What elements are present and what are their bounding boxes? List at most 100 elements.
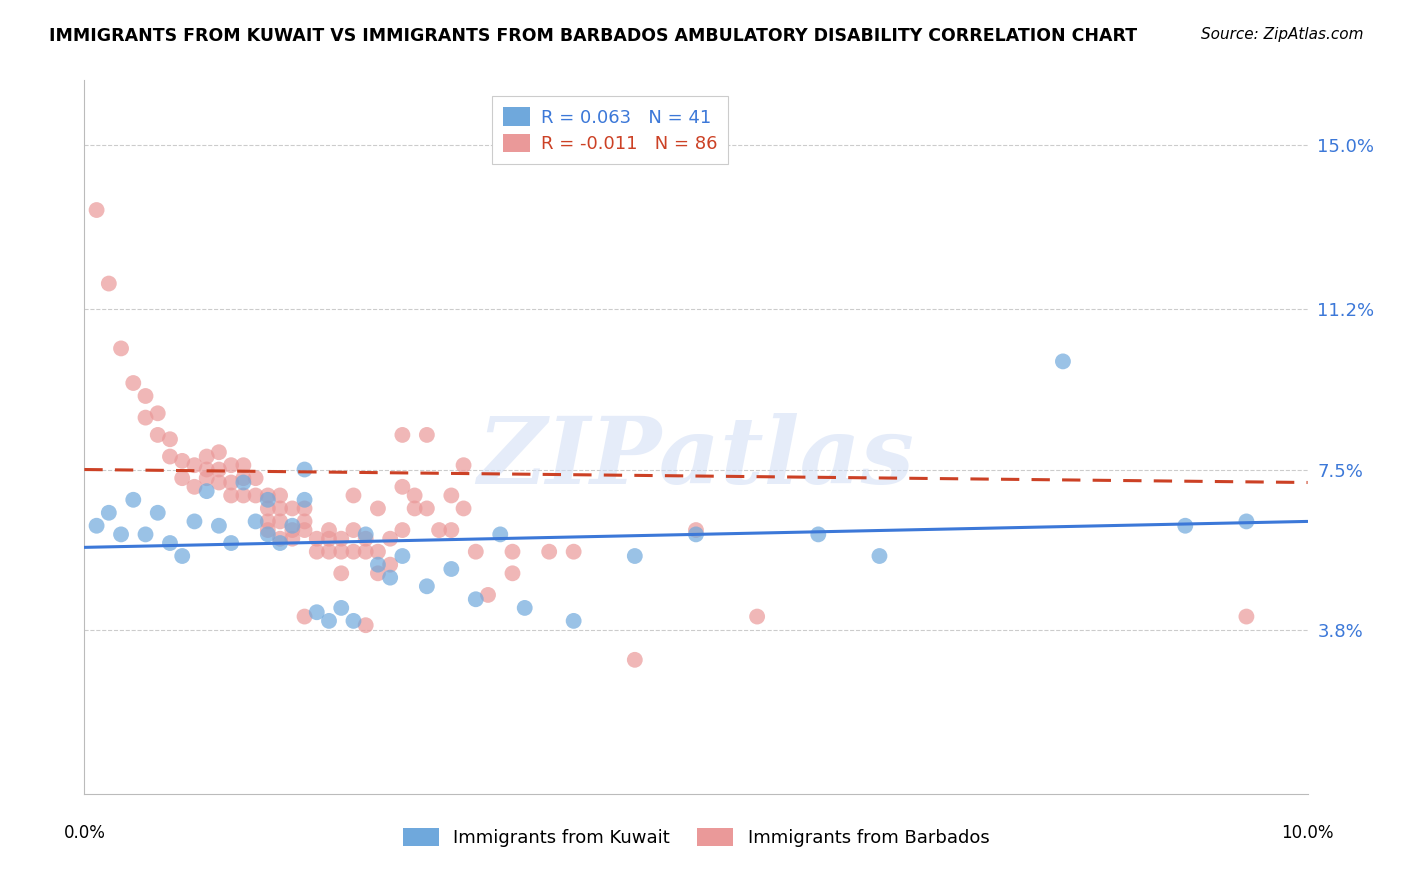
Point	[624, 549, 647, 563]
Point	[208, 475, 231, 490]
Point	[391, 549, 413, 563]
Point	[318, 532, 340, 546]
Point	[1052, 354, 1074, 368]
Point	[330, 532, 353, 546]
Point	[219, 458, 242, 473]
Point	[354, 618, 377, 632]
Point	[294, 609, 316, 624]
Point	[367, 544, 389, 558]
Point	[232, 471, 254, 485]
Point	[183, 515, 205, 529]
Point	[404, 488, 426, 502]
Point	[281, 532, 304, 546]
Point	[354, 532, 377, 546]
Point	[97, 506, 120, 520]
Point	[208, 445, 231, 459]
Point	[380, 558, 402, 572]
Point	[380, 532, 402, 546]
Point	[294, 515, 316, 529]
Point	[440, 562, 463, 576]
Point	[269, 501, 291, 516]
Point	[685, 527, 707, 541]
Point	[269, 532, 291, 546]
Point	[135, 410, 157, 425]
Point	[172, 454, 194, 468]
Point	[342, 488, 364, 502]
Point	[269, 536, 291, 550]
Point	[294, 501, 316, 516]
Point	[86, 202, 108, 217]
Point	[513, 601, 536, 615]
Point	[97, 277, 120, 291]
Point	[330, 544, 353, 558]
Point	[232, 458, 254, 473]
Text: Source: ZipAtlas.com: Source: ZipAtlas.com	[1201, 27, 1364, 42]
Point	[281, 518, 304, 533]
Point	[391, 428, 413, 442]
Point	[440, 523, 463, 537]
Point	[245, 488, 267, 502]
Point	[257, 523, 280, 537]
Point	[453, 458, 475, 473]
Point	[330, 566, 353, 581]
Point	[416, 428, 439, 442]
Point	[294, 462, 316, 476]
Point	[416, 501, 439, 516]
Point	[869, 549, 891, 563]
Point	[440, 488, 463, 502]
Point	[477, 588, 499, 602]
Point	[135, 389, 157, 403]
Point	[219, 488, 242, 502]
Point	[502, 544, 524, 558]
Point	[122, 492, 145, 507]
Point	[269, 488, 291, 502]
Text: 10.0%: 10.0%	[1281, 824, 1334, 842]
Point	[318, 544, 340, 558]
Point	[159, 536, 181, 550]
Point	[183, 458, 205, 473]
Point	[122, 376, 145, 390]
Point	[416, 579, 439, 593]
Point	[489, 527, 512, 541]
Point	[172, 471, 194, 485]
Point	[110, 342, 132, 356]
Point	[538, 544, 561, 558]
Point	[1236, 609, 1258, 624]
Point	[257, 515, 280, 529]
Point	[1174, 518, 1197, 533]
Point	[318, 523, 340, 537]
Point	[427, 523, 450, 537]
Point	[354, 527, 377, 541]
Point	[342, 614, 364, 628]
Point	[318, 614, 340, 628]
Point	[146, 428, 169, 442]
Point	[342, 544, 364, 558]
Point	[685, 523, 707, 537]
Point	[305, 532, 328, 546]
Point	[257, 527, 280, 541]
Point	[219, 475, 242, 490]
Point	[330, 601, 353, 615]
Point	[305, 605, 328, 619]
Point	[354, 544, 377, 558]
Point	[159, 450, 181, 464]
Point	[281, 523, 304, 537]
Point	[391, 480, 413, 494]
Point	[159, 432, 181, 446]
Point	[294, 523, 316, 537]
Point	[195, 462, 218, 476]
Point	[172, 549, 194, 563]
Point	[219, 536, 242, 550]
Point	[135, 527, 157, 541]
Text: IMMIGRANTS FROM KUWAIT VS IMMIGRANTS FROM BARBADOS AMBULATORY DISABILITY CORRELA: IMMIGRANTS FROM KUWAIT VS IMMIGRANTS FRO…	[49, 27, 1137, 45]
Point	[562, 614, 585, 628]
Point	[269, 515, 291, 529]
Point	[404, 501, 426, 516]
Point	[257, 492, 280, 507]
Text: 0.0%: 0.0%	[63, 824, 105, 842]
Point	[453, 501, 475, 516]
Point	[208, 462, 231, 476]
Point	[624, 653, 647, 667]
Point	[232, 475, 254, 490]
Point	[367, 566, 389, 581]
